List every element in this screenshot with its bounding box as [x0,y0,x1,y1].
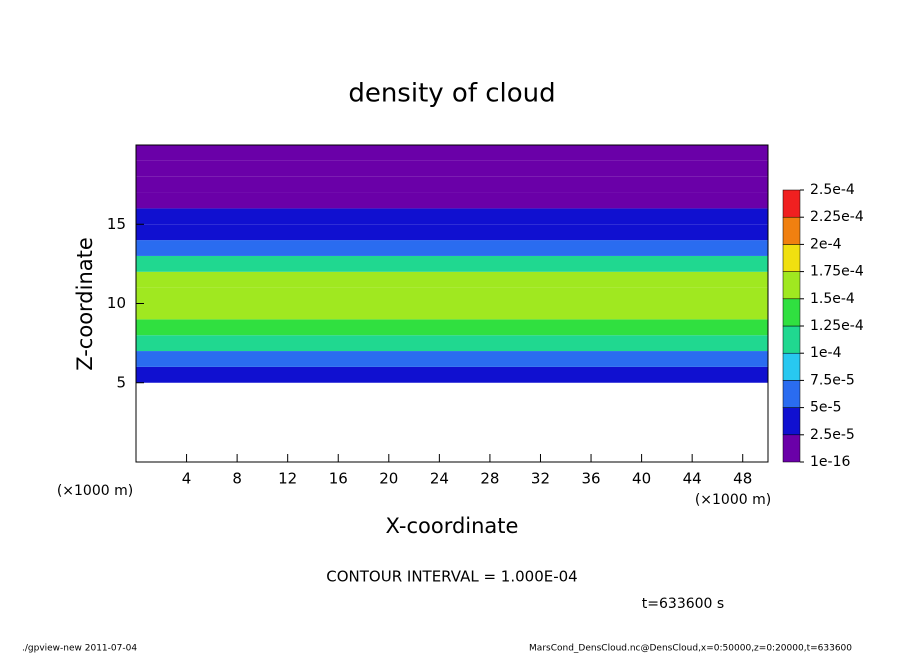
density-band [136,145,768,161]
colorbar-label: 1e-4 [810,345,842,361]
x-tick-label: 24 [430,470,449,488]
colorbar-box [782,244,801,272]
x-tick-label: 36 [581,470,600,488]
colorbar-label: 2.25e-4 [810,209,864,225]
footer-left: ./gpview-new 2011-07-04 [22,644,137,654]
x-tick-label: 44 [683,470,702,488]
colorbar-label: 1.25e-4 [810,318,864,334]
colorbar-label: 1e-16 [810,454,850,470]
colorbar-label: 7.5e-5 [810,372,855,388]
y-unit: (×1000 m) [57,483,133,499]
colorbar-box [782,380,801,408]
density-band [136,192,768,209]
x-tick-label: 8 [232,470,242,488]
density-band [136,303,768,320]
y-tick-label: 10 [107,294,126,312]
density-band [136,366,768,383]
density-band [136,176,768,193]
x-tick-label: 32 [531,470,550,488]
density-band [136,255,768,272]
colorbar-box [782,298,801,327]
density-band [136,160,768,177]
colorbar-box [782,407,801,436]
density-band [136,335,768,352]
colorbar-box [782,189,801,218]
y-tick-label: 15 [107,215,126,233]
density-band [136,271,768,288]
contour-interval: CONTOUR INTERVAL = 1.000E-04 [326,568,577,586]
x-tick-label: 40 [632,470,651,488]
x-tick-label: 48 [733,470,752,488]
colorbar-label: 2.5e-4 [810,182,855,198]
density-band [136,208,768,225]
x-axis-label: X-coordinate [386,514,519,538]
colorbar-box [782,352,801,381]
colorbar-box [782,216,801,245]
time-label: t=633600 s [642,596,724,612]
x-unit: (×1000 m) [695,492,771,508]
chart-title: density of cloud [348,79,555,109]
colorbar-box [782,434,801,463]
density-band [136,240,768,256]
colorbar-label: 2.5e-5 [810,427,855,443]
x-tick-label: 28 [480,470,499,488]
colorbar-label: 2e-4 [810,236,842,252]
colorbar-label: 1.5e-4 [810,291,855,307]
x-tick-label: 12 [278,470,297,488]
density-band [136,351,768,367]
colorbar-box [782,271,801,300]
x-tick-label: 20 [379,470,398,488]
y-tick-label: 5 [116,373,126,391]
colorbar-label: 5e-5 [810,400,841,416]
x-tick-label: 4 [182,470,192,488]
x-tick-label: 16 [329,470,348,488]
density-band [136,319,768,336]
density-band [136,224,768,241]
footer-right: MarsCond_DensCloud.nc@DensCloud,x=0:5000… [529,644,852,654]
y-axis-label: Z-coordinate [73,237,97,371]
density-band [136,287,768,304]
colorbar-box [782,325,801,354]
colorbar-label: 1.75e-4 [810,264,864,280]
